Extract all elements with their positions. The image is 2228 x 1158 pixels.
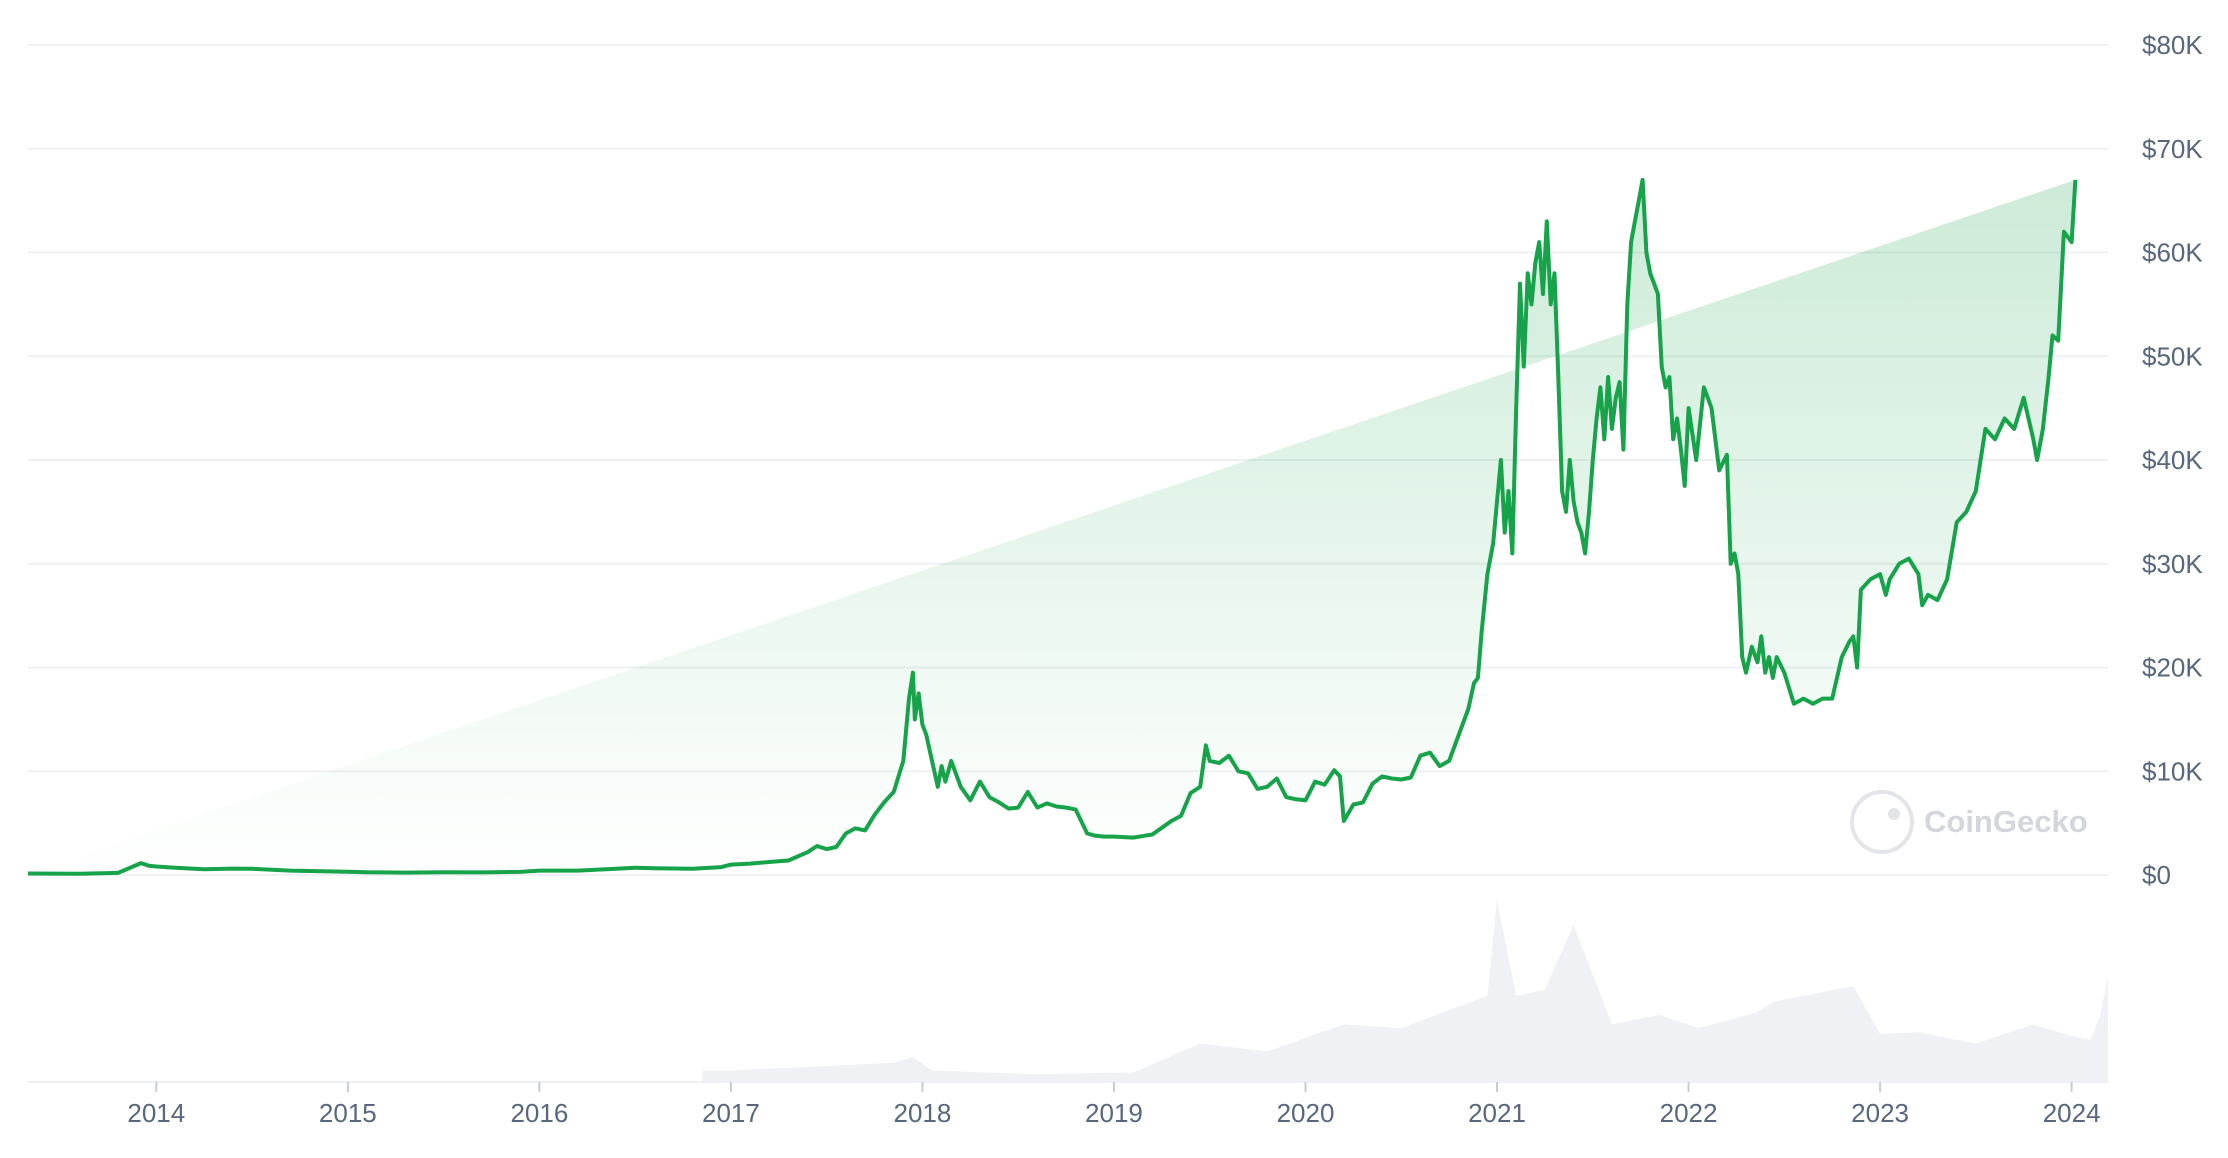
y-tick-label: $40K xyxy=(2142,445,2203,475)
y-tick-label: $70K xyxy=(2142,134,2203,164)
x-tick-label: 2019 xyxy=(1085,1098,1143,1128)
gecko-logo-icon xyxy=(1850,790,1914,854)
y-tick-label: $10K xyxy=(2142,756,2203,786)
gecko-eye-icon xyxy=(1888,808,1900,820)
price-area xyxy=(28,179,2076,874)
x-tick-label: 2020 xyxy=(1277,1098,1335,1128)
y-tick-label: $30K xyxy=(2142,549,2203,579)
x-axis-ticks: 2014 2015 2016 2017 2018 2019 2020 2021 2022 2023… xyxy=(127,1082,2101,1128)
price-area-fill xyxy=(28,179,2076,874)
price-line xyxy=(27,177,2078,876)
volume-series xyxy=(702,899,2109,1082)
y-axis-ticks: $0 $10K $20K $30K $40K $50K $60K $70K $80K xyxy=(2142,30,2203,890)
x-tick-label: 2022 xyxy=(1660,1098,1718,1128)
x-tick-label: 2015 xyxy=(319,1098,377,1128)
price-series-line xyxy=(27,177,2078,876)
x-tick-label: 2016 xyxy=(510,1098,568,1128)
x-tick-label: 2024 xyxy=(2043,1098,2101,1128)
x-tick-label: 2023 xyxy=(1851,1098,1909,1128)
y-tick-label: $0 xyxy=(2142,860,2171,890)
coingecko-watermark: CoinGecko xyxy=(1850,790,2088,854)
x-tick-label: 2017 xyxy=(702,1098,760,1128)
y-tick-label: $80K xyxy=(2142,30,2203,60)
x-tick-label: 2021 xyxy=(1468,1098,1526,1128)
x-tick-label: 2014 xyxy=(127,1098,185,1128)
y-tick-label: $20K xyxy=(2142,653,2203,683)
volume-area xyxy=(702,899,2109,1082)
y-tick-label: $50K xyxy=(2142,341,2203,371)
watermark-text: CoinGecko xyxy=(1924,804,2088,839)
y-tick-label: $60K xyxy=(2142,238,2203,268)
x-tick-label: 2018 xyxy=(894,1098,952,1128)
